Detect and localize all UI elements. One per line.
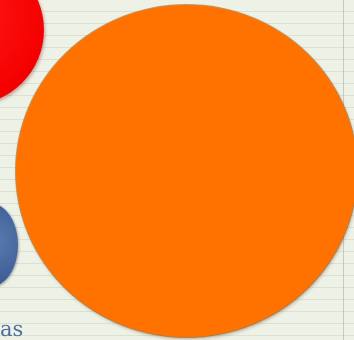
orange-circle <box>16 5 354 337</box>
blue-circle <box>0 203 18 287</box>
corner-text: as <box>0 317 24 340</box>
